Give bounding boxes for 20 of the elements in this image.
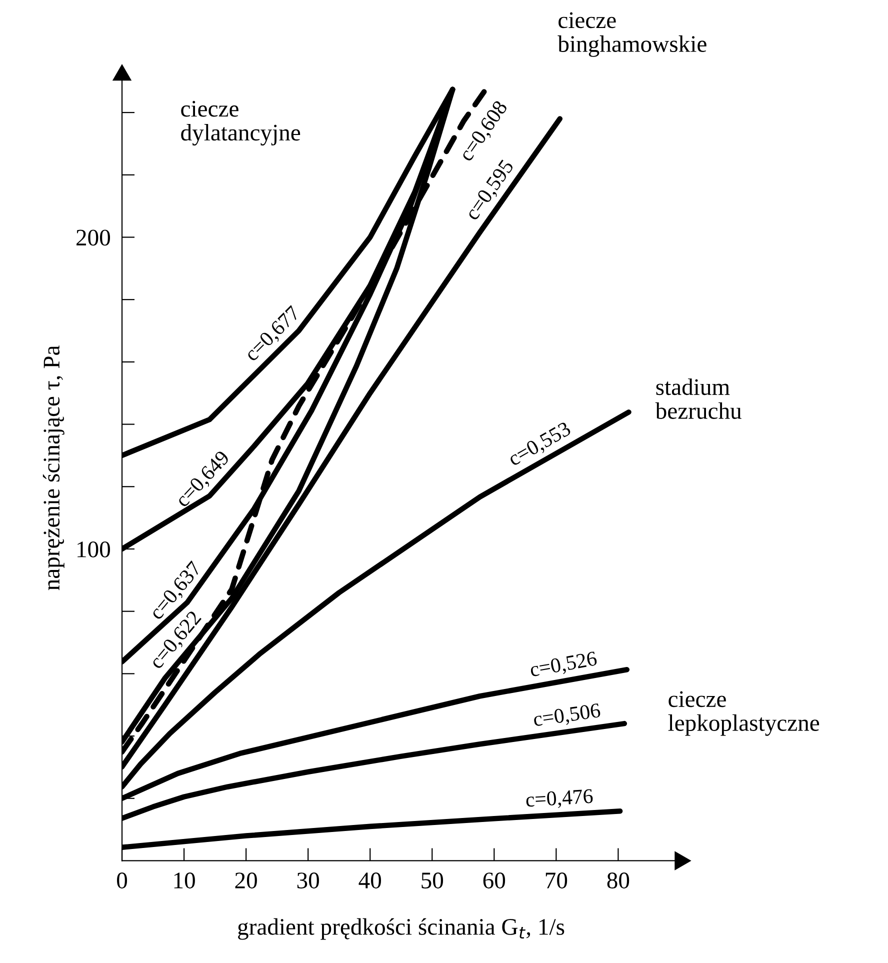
x-tick-label: 10	[174, 872, 195, 888]
annotation: ciecze dylatancyjne	[181, 100, 300, 146]
x-tick-label: 0	[117, 872, 128, 888]
x-tick-label: 60	[483, 872, 506, 888]
x-tick-label: 30	[297, 872, 319, 888]
x-tick-label: 20	[235, 872, 257, 888]
x-tick-label: 80	[607, 872, 630, 888]
x-tick-label: 70	[546, 872, 568, 888]
x-tick-label: 50	[422, 872, 444, 888]
text: ciecze binghamowskie	[558, 12, 706, 57]
x-tick-label: 40	[358, 872, 382, 888]
y-axis-title: naprężenie ścinające τ, Pa	[42, 346, 64, 590]
series-label: c=0,476	[526, 788, 594, 810]
text: c=0,526	[529, 651, 598, 680]
annotation: ciecze lepkoplastyczne	[668, 691, 820, 736]
y-tick-label: 200	[76, 230, 110, 246]
text: c=0,506	[532, 703, 602, 730]
annotation: stadium bezruchu	[655, 378, 742, 419]
y-tick-label: 100	[78, 541, 110, 558]
x-axis-title: gradient prędkości ścinania G$_{t}$, 1/s	[238, 918, 564, 940]
